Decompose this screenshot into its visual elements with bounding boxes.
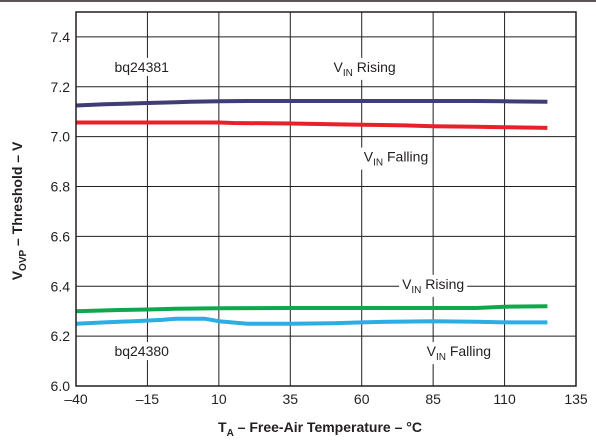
x-tick-label: 60 [354,391,370,407]
annotation-background [423,342,495,365]
annotation-bq24381: bq24381 [114,59,169,75]
y-tick-label: 7.4 [51,29,71,45]
x-tick-label: 10 [211,391,227,407]
series-line-4 [75,316,548,326]
x-tick-label: 135 [564,391,588,407]
x-tick-label: 110 [493,391,516,407]
x-axis-title: TA – Free-Air Temperature – °C [218,419,422,439]
annotation-background [111,342,173,361]
x-tick-label: –40 [64,391,88,407]
annotation-vin-falling-bottom: VIN Falling [427,343,491,363]
y-tick-label: 6.8 [51,179,71,195]
annotation-background [360,147,432,170]
annotation-bq24380: bq24380 [114,343,169,359]
series-line-3 [75,304,548,314]
annotation-vin-rising-bottom: VIN Rising [402,276,464,296]
y-tick-label: 6.6 [51,228,71,244]
y-tick-label: 6.2 [51,328,71,344]
series-line-1 [75,99,548,108]
annotation-background [330,57,399,80]
tick-labels: –40 –15 10 35 60 85 110 135 6.0 6.2 6.4 6.6 6.8 7.0 7.… [51,29,588,407]
plot-frame [75,11,577,387]
annotation-background [399,274,468,297]
grid [76,12,576,386]
annotations: bq24381 VIN Rising VIN Falling VIN Rising bq… [111,57,495,365]
x-tick-label: –15 [136,391,160,407]
series-group [75,99,548,326]
annotation-vin-rising-top: VIN Rising [334,59,396,79]
y-tick-label: 7.2 [51,79,71,95]
y-tick-label: 6.4 [51,278,71,294]
x-tick-label: 35 [282,391,298,407]
y-axis-title: VOVP – Threshold – V [9,141,29,280]
series-line-2 [76,120,548,130]
y-tick-label: 7.0 [51,129,71,145]
x-tick-label: 85 [425,391,441,407]
y-tick-label: 6.0 [51,378,71,394]
annotation-background [111,57,173,76]
annotation-vin-falling-top: VIN Falling [364,149,428,169]
